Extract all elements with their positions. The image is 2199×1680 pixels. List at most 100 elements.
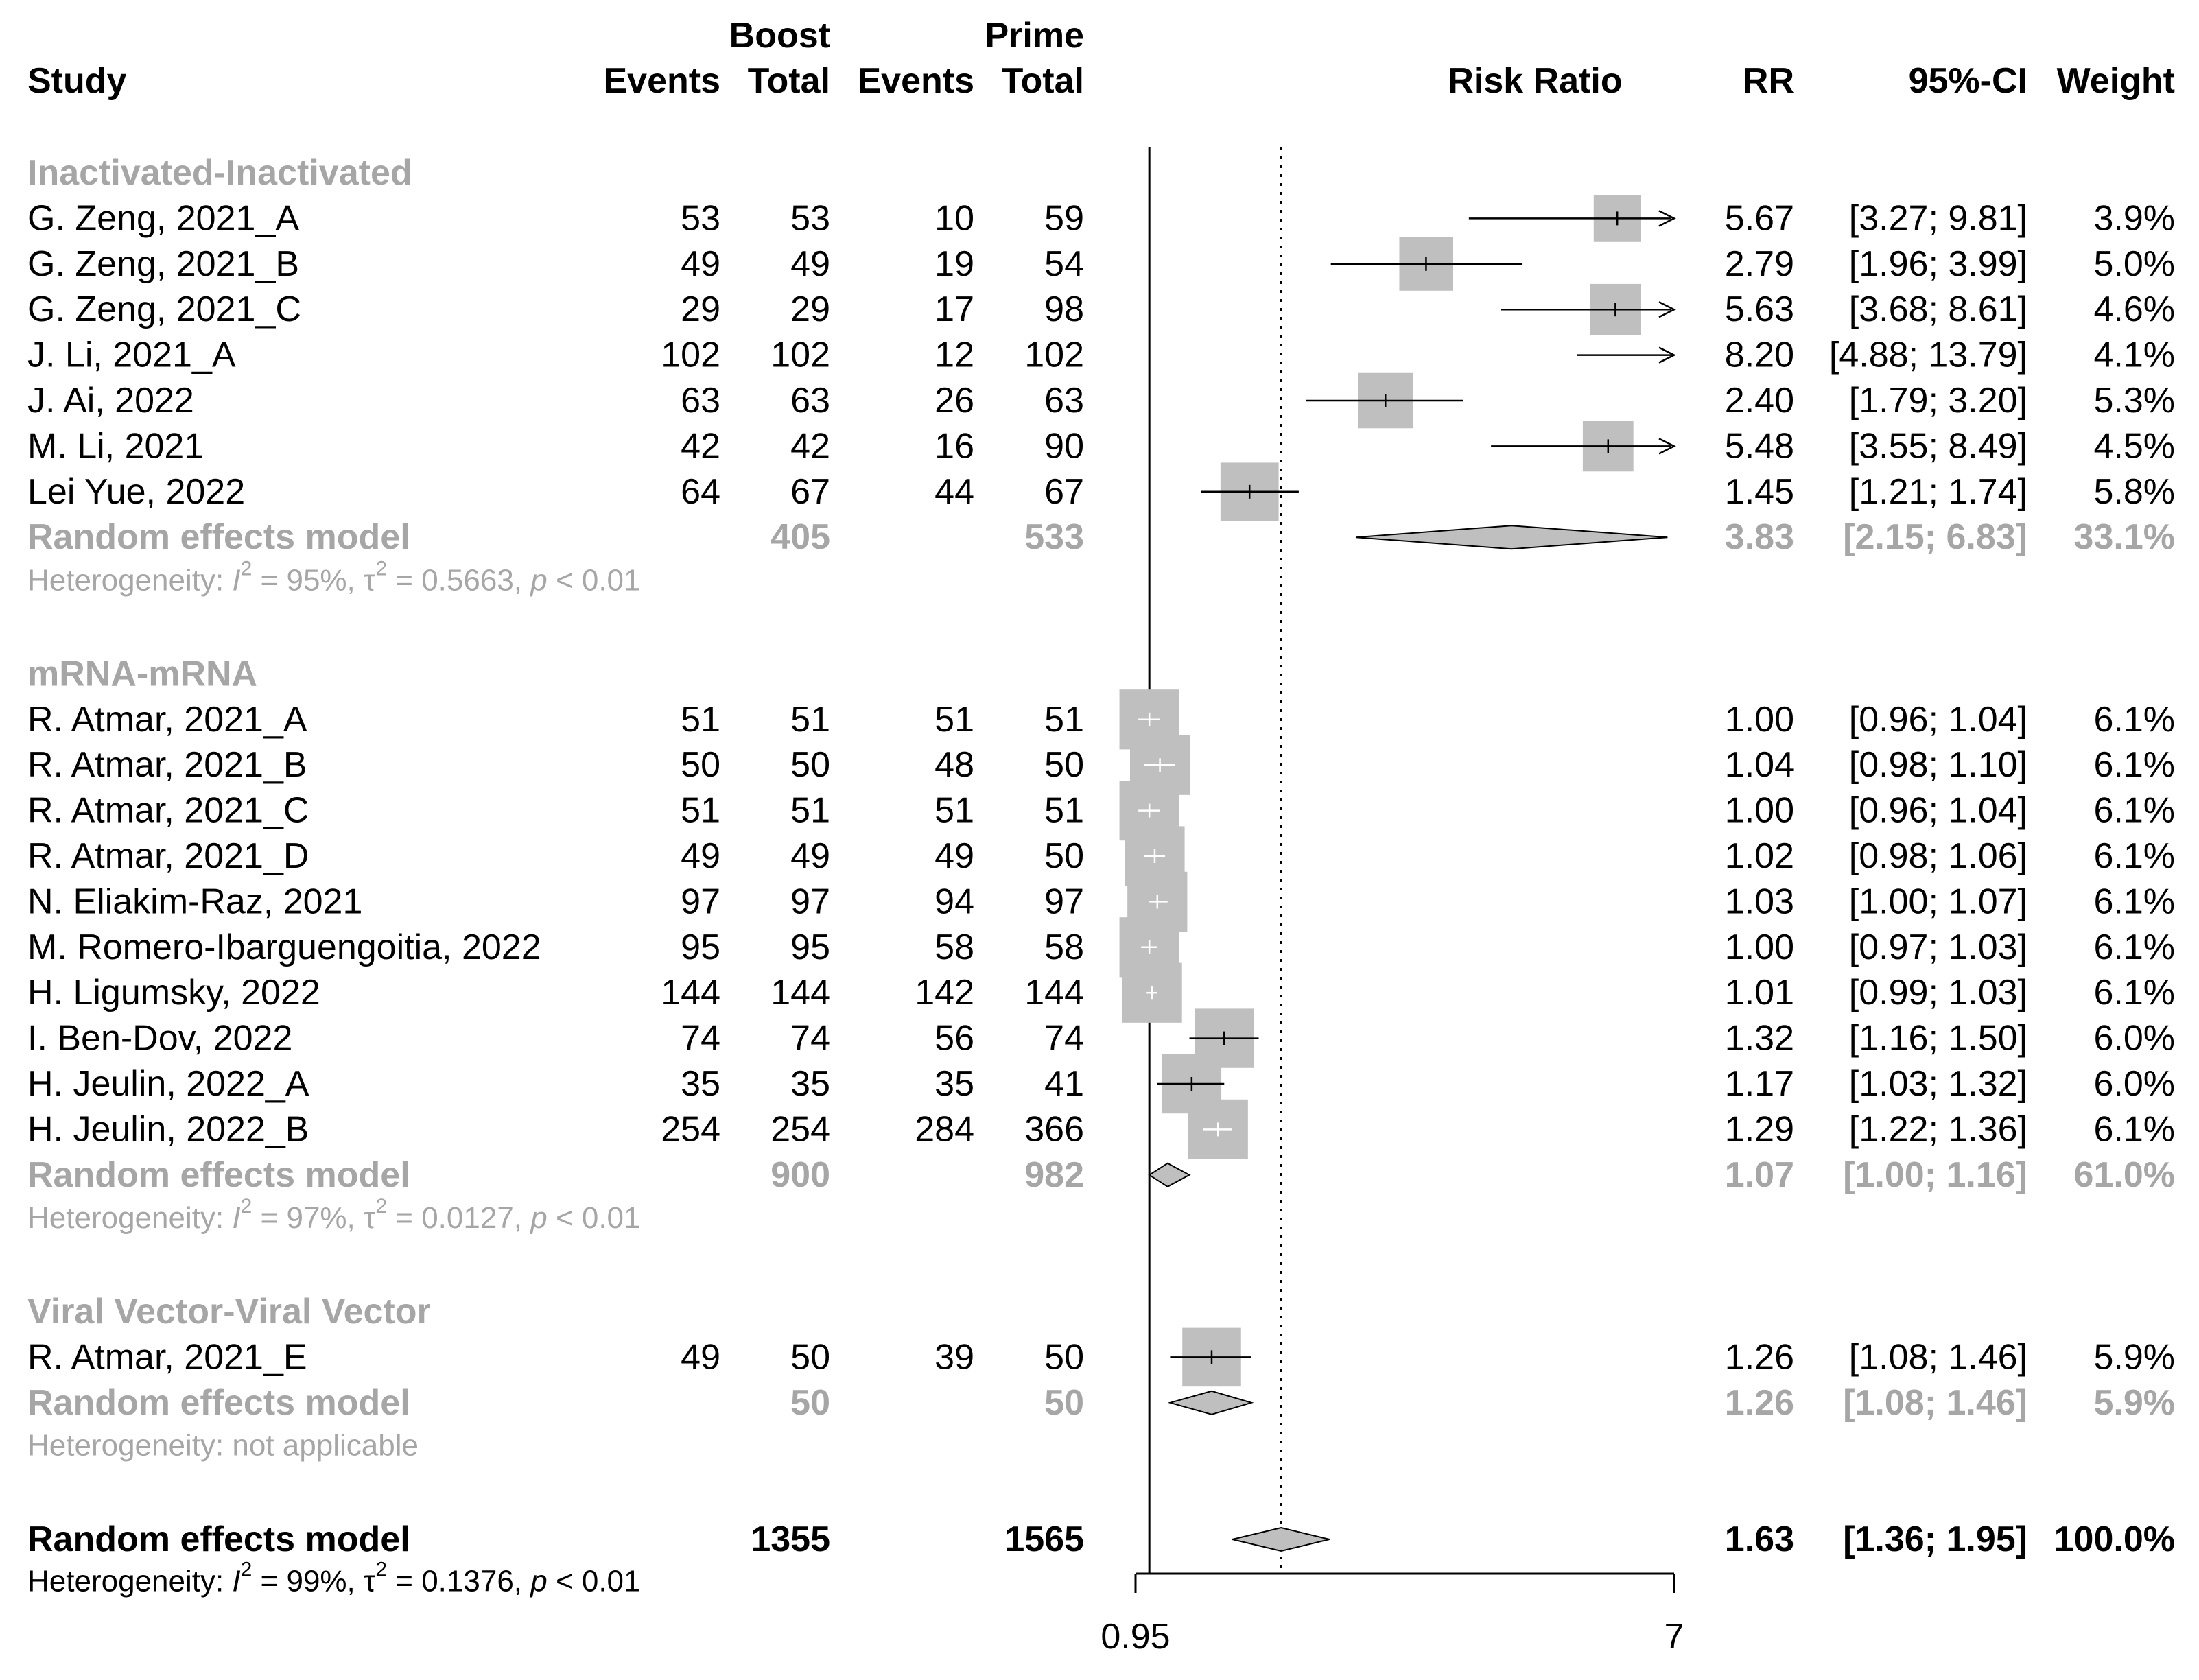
prime-total-value: 144 [1024, 973, 1084, 1013]
ci-value: [1.08; 1.46] [1849, 1337, 2027, 1377]
study-label: M. Li, 2021 [27, 426, 204, 466]
prime-total-value: 74 [1044, 1019, 1084, 1058]
subgroup-heterogeneity: Heterogeneity: I2 = 95%, τ2 = 0.5663, p … [27, 558, 641, 598]
subgroup-heterogeneity: Heterogeneity: not applicable [27, 1429, 419, 1463]
boost-events-value: 51 [681, 791, 720, 831]
prime-events-value: 284 [915, 1109, 974, 1149]
prime-total-value: 67 [1044, 472, 1084, 512]
weight-value: 5.3% [2093, 381, 2175, 421]
boost-total-value: 29 [790, 289, 830, 329]
ci-value: [1.16; 1.50] [1849, 1019, 2027, 1058]
prime-events-value: 12 [934, 335, 974, 375]
weight-value: 6.0% [2093, 1064, 2175, 1104]
prime-events-value: 51 [934, 700, 974, 740]
study-label: G. Zeng, 2021_C [27, 289, 301, 329]
subgroup-pooled-label: Random effects model [27, 1383, 410, 1423]
weight-value: 4.1% [2093, 335, 2175, 375]
boost-events-value: 254 [661, 1109, 720, 1149]
weight-value: 6.1% [2093, 791, 2175, 831]
header-study: Study [27, 61, 127, 101]
ci-arrow-icon [1658, 301, 1676, 318]
boost-events-value: 64 [681, 472, 720, 512]
rr-value: 1.00 [1725, 791, 1794, 831]
subgroup-ci-value: [1.08; 1.46] [1843, 1383, 2027, 1423]
weight-value: 6.1% [2093, 927, 2175, 967]
ci-value: [1.03; 1.32] [1849, 1064, 2027, 1104]
ci-value: [4.88; 13.79] [1829, 335, 2027, 375]
weight-value: 4.6% [2093, 289, 2175, 329]
overall-pooled-label: Random effects model [27, 1519, 410, 1559]
subgroup-rr-value: 3.83 [1725, 517, 1794, 557]
boost-total-value: 49 [790, 244, 830, 284]
rr-value: 1.00 [1725, 700, 1794, 740]
boost-events-value: 35 [681, 1064, 720, 1104]
boost-total-value: 50 [790, 1337, 830, 1377]
boost-events-value: 95 [681, 927, 720, 967]
rr-value: 1.03 [1725, 882, 1794, 921]
study-label: R. Atmar, 2021_A [27, 700, 307, 740]
ci-value: [0.96; 1.04] [1849, 700, 2027, 740]
prime-events-value: 35 [934, 1064, 974, 1104]
prime-total-value: 41 [1044, 1064, 1084, 1104]
header-boost-total: Total [748, 61, 830, 101]
study-label: N. Eliakim-Raz, 2021 [27, 882, 362, 921]
subgroup-ci-value: [2.15; 6.83] [1843, 517, 2027, 557]
ci-value: [0.97; 1.03] [1849, 927, 2027, 967]
subgroup-prime-total: 982 [1024, 1155, 1084, 1195]
study-label: H. Jeulin, 2022_B [27, 1109, 309, 1149]
prime-events-value: 56 [934, 1019, 974, 1058]
rr-value: 1.04 [1725, 745, 1794, 785]
rr-value: 8.20 [1725, 335, 1794, 375]
boost-events-value: 51 [681, 700, 720, 740]
header-prime-total: Total [1002, 61, 1084, 101]
rr-value: 2.79 [1725, 244, 1794, 284]
boost-total-value: 102 [771, 335, 830, 375]
boost-total-value: 50 [790, 745, 830, 785]
rr-value: 1.00 [1725, 927, 1794, 967]
prime-events-value: 39 [934, 1337, 974, 1377]
study-label: R. Atmar, 2021_D [27, 836, 309, 876]
boost-events-value: 29 [681, 289, 720, 329]
weight-value: 6.1% [2093, 700, 2175, 740]
prime-total-value: 58 [1044, 927, 1084, 967]
boost-total-value: 53 [790, 198, 830, 238]
ci-value: [3.55; 8.49] [1849, 426, 2027, 466]
boost-total-value: 95 [790, 927, 830, 967]
boost-events-value: 102 [661, 335, 720, 375]
subgroup-boost-total: 900 [771, 1155, 830, 1195]
boost-total-value: 51 [790, 700, 830, 740]
subgroup-prime-total: 533 [1024, 517, 1084, 557]
boost-total-value: 97 [790, 882, 830, 921]
prime-total-value: 50 [1044, 1337, 1084, 1377]
study-label: G. Zeng, 2021_B [27, 244, 299, 284]
weight-value: 4.5% [2093, 426, 2175, 466]
weight-value: 6.1% [2093, 973, 2175, 1013]
subgroup-pooled-label: Random effects model [27, 1155, 410, 1195]
boost-events-value: 42 [681, 426, 720, 466]
subgroup-rr-value: 1.07 [1725, 1155, 1794, 1195]
study-label: G. Zeng, 2021_A [27, 198, 299, 238]
study-label: M. Romero-Ibarguengoitia, 2022 [27, 927, 541, 967]
boost-events-value: 49 [681, 244, 720, 284]
subgroup-title: mRNA-mRNA [27, 654, 257, 694]
prime-events-value: 10 [934, 198, 974, 238]
prime-total-value: 63 [1044, 381, 1084, 421]
subgroup-boost-total: 405 [771, 517, 830, 557]
rr-value: 5.67 [1725, 198, 1794, 238]
study-label: H. Ligumsky, 2022 [27, 973, 320, 1013]
rr-value: 5.63 [1725, 289, 1794, 329]
header-boost-events: Events [603, 61, 720, 101]
header-weight: Weight [2057, 61, 2175, 101]
prime-events-value: 26 [934, 381, 974, 421]
boost-total-value: 254 [771, 1109, 830, 1149]
subgroup-pooled-diamond [1167, 1390, 1254, 1415]
boost-total-value: 144 [771, 973, 830, 1013]
ci-value: [1.96; 3.99] [1849, 244, 2027, 284]
study-label: R. Atmar, 2021_C [27, 791, 309, 831]
subgroup-weight-value: 33.1% [2074, 517, 2175, 557]
boost-events-value: 49 [681, 1337, 720, 1377]
weight-value: 5.8% [2093, 472, 2175, 512]
study-label: R. Atmar, 2021_B [27, 745, 307, 785]
study-label: H. Jeulin, 2022_A [27, 1064, 309, 1104]
